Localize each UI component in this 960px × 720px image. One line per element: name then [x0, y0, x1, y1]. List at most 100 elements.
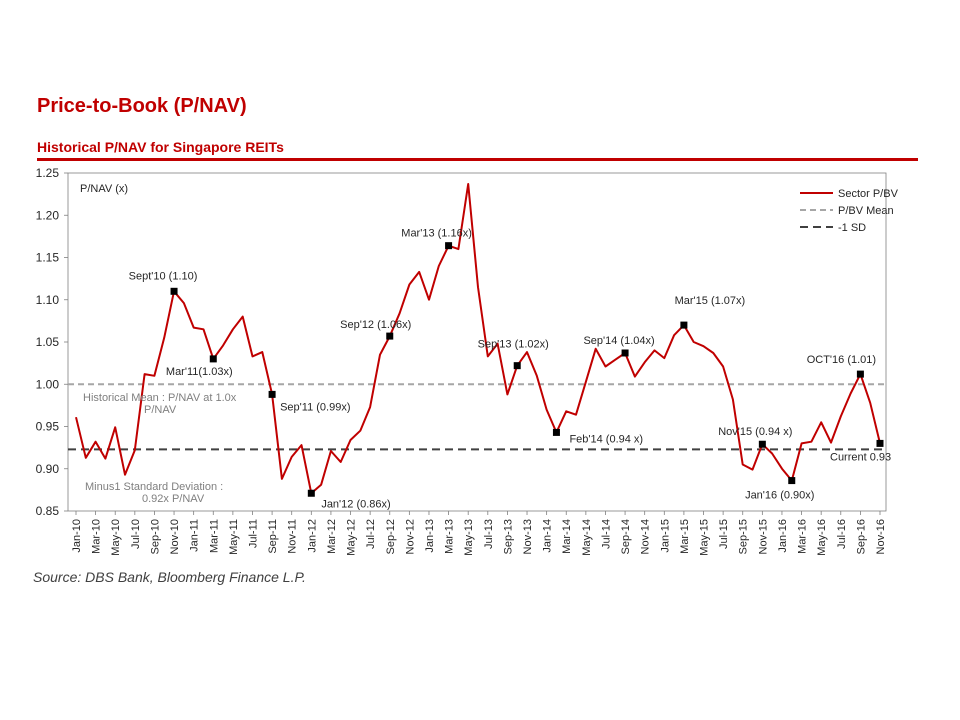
y-tick-label: 1.00	[36, 377, 60, 391]
annotation-label: Sept'10 (1.10)	[129, 270, 198, 282]
annotation-label: Feb'14 (0.94 x)	[569, 433, 643, 445]
y-tick-label: 0.85	[36, 504, 60, 518]
x-tick-label: Sep-15	[738, 519, 750, 554]
x-tick-label: Mar-11	[208, 519, 220, 553]
annotation-markers	[170, 242, 884, 497]
annotation-marker	[170, 287, 178, 295]
x-tick-label: Mar-14	[561, 519, 573, 554]
title-rule	[37, 158, 918, 161]
annotation-label: Mar'15 (1.07x)	[675, 295, 746, 307]
x-tick-label: Jul-13	[483, 519, 495, 549]
annotation-label: OCT'16 (1.01)	[807, 354, 876, 366]
annotation-marker	[552, 428, 560, 436]
annotation-marker	[445, 242, 453, 250]
series-line-sector-pbv	[75, 183, 881, 495]
annotation-label: Jan'16 (0.90x)	[745, 490, 814, 502]
annotation-marker	[209, 355, 217, 363]
x-tick-label: Mar-15	[679, 519, 691, 554]
annotation-label: Sep'12 (1.06x)	[340, 319, 411, 331]
annotation-marker	[268, 390, 276, 398]
x-tick-label: Mar-16	[797, 519, 809, 554]
x-tick-label: Nov-14	[640, 519, 652, 554]
annotation-label: Sep'14 (1.04x)	[583, 335, 654, 347]
annotation-label: Mar'11(1.03x)	[166, 366, 233, 378]
y-tick-label: 0.90	[36, 462, 60, 476]
annotation-marker	[386, 332, 394, 340]
x-tick-label: Sep-16	[855, 519, 867, 554]
x-tick-label: Nov-15	[757, 519, 769, 554]
annotation-label: Mar'13 (1.16x)	[401, 228, 472, 240]
chart-axes: 0.85 0.90 0.95 1.00 1.05 1.10 1.15 1.20 1.25 P/NA…	[36, 166, 887, 556]
x-tick-label: Sep-11	[267, 519, 279, 554]
annotation-marker	[307, 489, 315, 497]
x-tick-label: Jan-12	[306, 519, 318, 553]
annotation-marker	[513, 362, 521, 370]
note-line: Minus1 Standard Deviation :	[85, 481, 223, 493]
y-tick-label: 0.95	[36, 420, 60, 434]
x-tick-label: Jul-16	[836, 519, 848, 549]
x-tick-label: May-11	[228, 519, 240, 555]
x-tick-label: Sep-13	[502, 519, 514, 554]
note-line: P/NAV	[144, 404, 177, 416]
annotation-marker	[856, 370, 864, 378]
y-tick-label: 1.05	[36, 335, 60, 349]
x-tick-label: Jan-11	[189, 519, 201, 552]
chart-legend: Sector P/BV P/BV Mean -1 SD	[800, 188, 899, 234]
y-tick-label: 1.25	[36, 166, 60, 180]
x-tick-label: Nov-11	[287, 519, 299, 554]
x-tick-label: Jul-15	[718, 519, 730, 549]
x-tick-label: Nov-13	[522, 519, 534, 554]
x-tick-label: Nov-12	[404, 519, 416, 554]
x-tick-label: May-16	[816, 519, 828, 556]
annotation-label: Sep'13 (1.02x)	[478, 339, 549, 351]
annotation-marker	[788, 477, 796, 485]
legend-label: P/BV Mean	[838, 205, 894, 217]
x-tick-label: May-14	[581, 519, 593, 556]
chart-notes: Historical Mean : P/NAV at 1.0xP/NAV Minu…	[83, 392, 237, 505]
x-tick-label: Mar-10	[91, 519, 103, 554]
x-tick-label: Sep-10	[149, 519, 161, 554]
y-tick-label: 1.10	[36, 293, 60, 307]
x-tick-label: Sep-12	[385, 519, 397, 554]
x-tick-label: May-10	[110, 519, 122, 556]
x-tick-label: Jul-11	[247, 519, 259, 548]
x-tick-label: Mar-12	[326, 519, 338, 554]
x-tick-label: Sep-14	[620, 519, 632, 554]
x-tick-label: Nov-10	[169, 519, 181, 554]
x-tick-label: Jul-10	[130, 519, 142, 549]
chart-title: Historical P/NAV for Singapore REITs	[37, 139, 284, 155]
annotation-marker	[876, 439, 884, 447]
x-tick-label: Jan-14	[542, 519, 554, 553]
y-axis-label: P/NAV (x)	[80, 183, 128, 195]
x-tick-label: Jan-16	[777, 519, 789, 553]
annotation-marker	[680, 321, 688, 329]
reference-lines	[68, 383, 886, 451]
source-note: Source: DBS Bank, Bloomberg Finance L.P.	[33, 569, 306, 585]
y-tick-label: 1.20	[36, 208, 60, 222]
annotation-label: Current 0.93	[830, 451, 891, 463]
x-tick-label: Jan-10	[71, 519, 83, 553]
legend-label: -1 SD	[838, 222, 866, 234]
annotation-label: Sep'11 (0.99x)	[280, 401, 350, 413]
x-tick-label: Jan-15	[659, 519, 671, 553]
x-tick-label: Mar-13	[444, 519, 456, 554]
note-line: 0.92x P/NAV	[142, 493, 205, 505]
annotation-labels: Sept'10 (1.10) Mar'11(1.03x) Sep'11 (0.99x…	[129, 228, 891, 511]
annotation-marker	[621, 349, 629, 357]
y-tick-label: 1.15	[36, 251, 60, 265]
x-tick-label: May-12	[346, 519, 358, 556]
x-tick-label: May-15	[699, 519, 711, 556]
annotation-label: Jan'12 (0.86x)	[321, 498, 390, 510]
x-tick-label: May-13	[463, 519, 475, 556]
x-tick-label: Jan-13	[424, 519, 436, 553]
series-layer	[75, 183, 881, 495]
annotation-marker	[758, 440, 766, 448]
x-tick-label: Jul-12	[365, 519, 377, 549]
note-line: Historical Mean : P/NAV at 1.0x	[83, 392, 237, 404]
legend-label: Sector P/BV	[838, 188, 899, 200]
x-tick-label: Nov-16	[875, 519, 887, 554]
annotation-label: Nov'15 (0.94 x)	[718, 426, 792, 438]
x-tick-label: Jul-14	[600, 519, 612, 549]
slide-title: Price-to-Book (P/NAV)	[37, 95, 247, 117]
